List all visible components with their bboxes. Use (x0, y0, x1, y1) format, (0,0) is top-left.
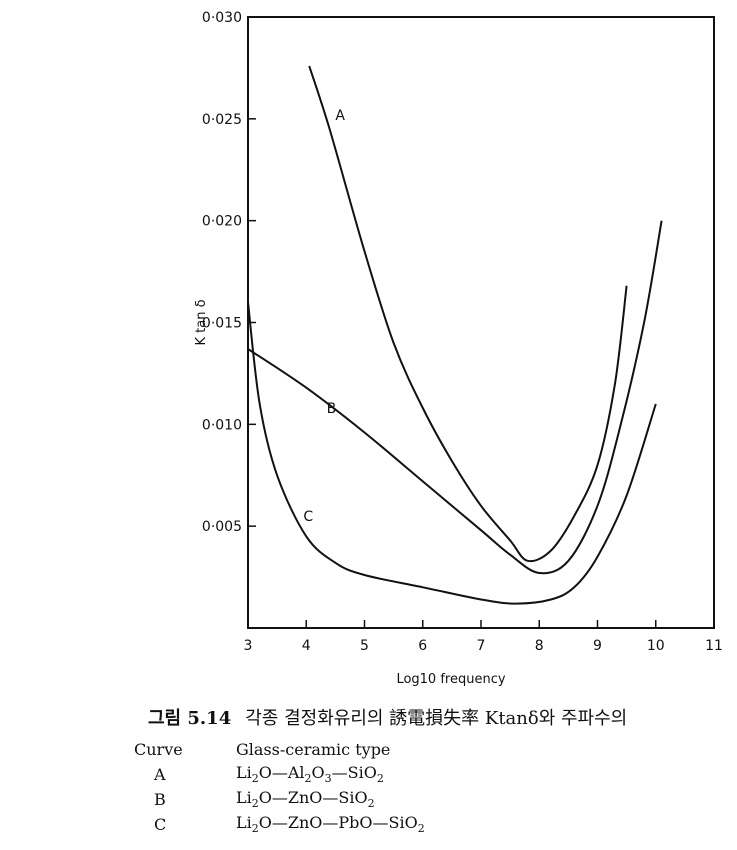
series-line-c (247, 301, 657, 605)
x-tick-label: 11 (705, 638, 723, 654)
chart-ticks: 3 4 5 6 7 8 9 10 11 0·005 0·010 0·015 0·020 0·025 0·03… (202, 10, 723, 654)
series-line-b (247, 220, 663, 575)
legend-row: C Li2O—ZnO—PbO—SiO2 (134, 812, 425, 837)
legend-glass-type: Li2O—Al2O3—SiO2 (236, 763, 384, 786)
curve-label-c: C (303, 509, 313, 525)
x-tick-label: 7 (477, 638, 486, 654)
figure-caption-text: 각종 결정화유리의 誘電損失率 Ktanδ와 주파수의 (245, 708, 628, 729)
figure-caption: 그림 5.14 각종 결정화유리의 誘電損失率 Ktanδ와 주파수의 (148, 704, 627, 730)
chart: 3 4 5 6 7 8 9 10 11 0·005 0·010 0·015 0·020 0·025 0·03… (194, 10, 723, 687)
legend-curve-letter: C (154, 815, 167, 834)
x-axis-label: Log10 frequency (396, 672, 505, 687)
x-tick-label: 8 (535, 638, 544, 654)
legend-row: A Li2O—Al2O3—SiO2 (134, 762, 425, 787)
x-tick-label: 4 (302, 638, 311, 654)
legend-row: B Li2O—ZnO—SiO2 (134, 787, 425, 812)
chart-series (247, 65, 663, 605)
legend-curve-letter: A (154, 765, 166, 784)
y-tick-label: 0·025 (202, 112, 242, 128)
legend-glass-type: Li2O—ZnO—SiO2 (236, 788, 375, 811)
legend-rows: A Li2O—Al2O3—SiO2 B Li2O—ZnO—SiO2 C Li2O—ZnO—… (134, 762, 425, 837)
y-tick-label: 0·020 (202, 214, 242, 230)
legend-table: Curve Glass-ceramic type A Li2O—Al2O3—SiO… (134, 737, 425, 837)
series-line-a (308, 65, 628, 563)
y-tick-label: 0·030 (202, 10, 242, 26)
y-axis-label: K tan δ (194, 299, 209, 345)
curve-label-b: B (327, 401, 337, 417)
x-tick-label: 9 (593, 638, 602, 654)
legend-header-curve: Curve (134, 740, 183, 759)
y-tick-label: 0·010 (202, 417, 242, 433)
x-tick-label: 10 (647, 638, 665, 654)
y-tick-label: 0·005 (202, 519, 242, 535)
x-tick-label: 5 (360, 638, 369, 654)
x-tick-label: 3 (244, 638, 253, 654)
legend-curve-letter: B (154, 790, 166, 809)
x-tick-label: 6 (418, 638, 427, 654)
figure-number: 그림 5.14 (148, 708, 232, 729)
chart-labels: A B C (303, 108, 345, 525)
curve-label-a: A (335, 108, 345, 124)
legend-header-type: Glass-ceramic type (236, 740, 391, 759)
legend-header: Curve Glass-ceramic type (134, 737, 425, 762)
legend-glass-type: Li2O—ZnO—PbO—SiO2 (236, 813, 425, 836)
y-tick-label: 0·015 (202, 316, 242, 332)
